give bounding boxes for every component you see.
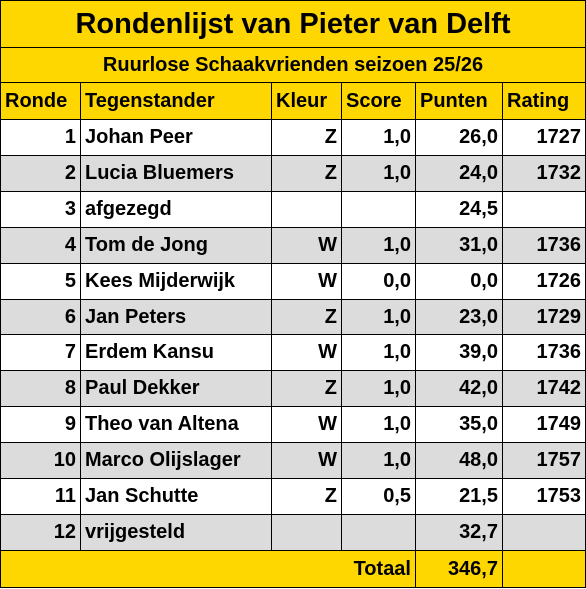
cell-rating: 1742 — [501, 370, 586, 408]
cell-rating: 1726 — [501, 262, 586, 300]
cell-score: 1,0 — [341, 119, 416, 156]
cell-tegenstander: Jan Peters — [80, 298, 272, 336]
total-label: Totaal — [0, 550, 416, 588]
cell-tegenstander: Theo van Altena — [80, 406, 272, 444]
cell-ronde: 4 — [0, 226, 81, 264]
cell-tegenstander: Lucia Bluemers — [80, 154, 272, 192]
cell-rating: 1757 — [501, 442, 586, 480]
cell-rating: 1736 — [501, 226, 586, 264]
table-row: 7 Erdem Kansu W 1,0 39,0 1736 — [0, 334, 586, 372]
cell-ronde: 7 — [0, 334, 81, 372]
rounds-body: 1 Johan Peer Z 1,0 26,0 1727 2 Lucia Bluemers Z 1… — [0, 119, 586, 552]
cell-score: 1,0 — [341, 154, 416, 192]
cell-tegenstander: Paul Dekker — [80, 370, 272, 408]
cell-punten: 31,0 — [415, 226, 503, 264]
cell-punten: 48,0 — [415, 442, 503, 480]
cell-rating: 1736 — [501, 334, 586, 372]
cell-rating: 1753 — [501, 478, 586, 515]
cell-tegenstander: Johan Peer — [80, 119, 272, 156]
cell-rating — [501, 190, 586, 228]
cell-punten: 26,0 — [415, 119, 503, 156]
cell-ronde: 1 — [0, 119, 81, 156]
cell-ronde: 9 — [0, 406, 81, 444]
cell-score: 0,0 — [341, 262, 416, 300]
column-header-punten: Punten — [415, 82, 503, 121]
cell-rating: 1729 — [501, 298, 586, 336]
cell-ronde: 8 — [0, 370, 81, 408]
cell-ronde: 11 — [0, 478, 81, 515]
cell-kleur: W — [271, 442, 342, 480]
cell-ronde: 2 — [0, 154, 81, 192]
table-row: 12 vrijgesteld 32,7 — [0, 513, 586, 552]
cell-kleur — [271, 513, 342, 552]
cell-kleur: Z — [271, 119, 342, 156]
cell-kleur: Z — [271, 478, 342, 515]
cell-tegenstander: Kees Mijderwijk — [80, 262, 272, 300]
cell-tegenstander: Tom de Jong — [80, 226, 272, 264]
table-row: 8 Paul Dekker Z 1,0 42,0 1742 — [0, 370, 586, 408]
cell-tegenstander: Jan Schutte — [80, 478, 272, 515]
column-header-tegenstander: Tegenstander — [80, 82, 272, 121]
table-row: 10 Marco Olijslager W 1,0 48,0 1757 — [0, 442, 586, 480]
cell-score: 1,0 — [341, 298, 416, 336]
cell-ronde: 10 — [0, 442, 81, 480]
cell-rating — [501, 513, 586, 552]
cell-punten: 42,0 — [415, 370, 503, 408]
total-value: 346,7 — [415, 550, 503, 588]
cell-punten: 24,0 — [415, 154, 503, 192]
cell-kleur: W — [271, 406, 342, 444]
cell-kleur: Z — [271, 298, 342, 336]
cell-kleur — [271, 190, 342, 228]
cell-rating: 1727 — [501, 119, 586, 156]
cell-ronde: 5 — [0, 262, 81, 300]
table-row: 6 Jan Peters Z 1,0 23,0 1729 — [0, 298, 586, 336]
cell-ronde: 6 — [0, 298, 81, 336]
cell-kleur: Z — [271, 154, 342, 192]
cell-kleur: W — [271, 262, 342, 300]
cell-punten: 39,0 — [415, 334, 503, 372]
cell-punten: 35,0 — [415, 406, 503, 444]
table-row: 11 Jan Schutte Z 0,5 21,5 1753 — [0, 478, 586, 515]
cell-score: 1,0 — [341, 226, 416, 264]
cell-kleur: W — [271, 334, 342, 372]
cell-score — [341, 190, 416, 228]
table-row: 5 Kees Mijderwijk W 0,0 0,0 1726 — [0, 262, 586, 300]
table-row: 9 Theo van Altena W 1,0 35,0 1749 — [0, 406, 586, 444]
cell-rating: 1749 — [501, 406, 586, 444]
column-header-score: Score — [341, 82, 416, 121]
total-row: Totaal 346,7 — [0, 550, 586, 588]
cell-score: 1,0 — [341, 370, 416, 408]
cell-tegenstander: afgezegd — [80, 190, 272, 228]
total-empty-cell — [501, 550, 586, 588]
table-row: 4 Tom de Jong W 1,0 31,0 1736 — [0, 226, 586, 264]
cell-punten: 0,0 — [415, 262, 503, 300]
cell-punten: 21,5 — [415, 478, 503, 515]
page-title: Rondenlijst van Pieter van Delft — [0, 0, 586, 49]
cell-rating: 1732 — [501, 154, 586, 192]
cell-punten: 24,5 — [415, 190, 503, 228]
table-row: 2 Lucia Bluemers Z 1,0 24,0 1732 — [0, 154, 586, 192]
cell-ronde: 3 — [0, 190, 81, 228]
cell-ronde: 12 — [0, 513, 81, 552]
cell-tegenstander: Marco Olijslager — [80, 442, 272, 480]
page-subtitle: Ruurlose Schaakvrienden seizoen 25/26 — [0, 47, 586, 84]
column-header-kleur: Kleur — [271, 82, 342, 121]
table-row: 3 afgezegd 24,5 — [0, 190, 586, 228]
column-header-row: Ronde Tegenstander Kleur Score Punten Ra… — [0, 82, 586, 121]
cell-score: 0,5 — [341, 478, 416, 515]
column-header-rating: Rating — [501, 82, 586, 121]
cell-tegenstander: vrijgesteld — [80, 513, 272, 552]
cell-score: 1,0 — [341, 442, 416, 480]
cell-punten: 23,0 — [415, 298, 503, 336]
cell-kleur: W — [271, 226, 342, 264]
table-row: 1 Johan Peer Z 1,0 26,0 1727 — [0, 119, 586, 156]
cell-kleur: Z — [271, 370, 342, 408]
cell-tegenstander: Erdem Kansu — [80, 334, 272, 372]
cell-score: 1,0 — [341, 406, 416, 444]
cell-score — [341, 513, 416, 552]
cell-score: 1,0 — [341, 334, 416, 372]
column-header-ronde: Ronde — [0, 82, 81, 121]
cell-punten: 32,7 — [415, 513, 503, 552]
